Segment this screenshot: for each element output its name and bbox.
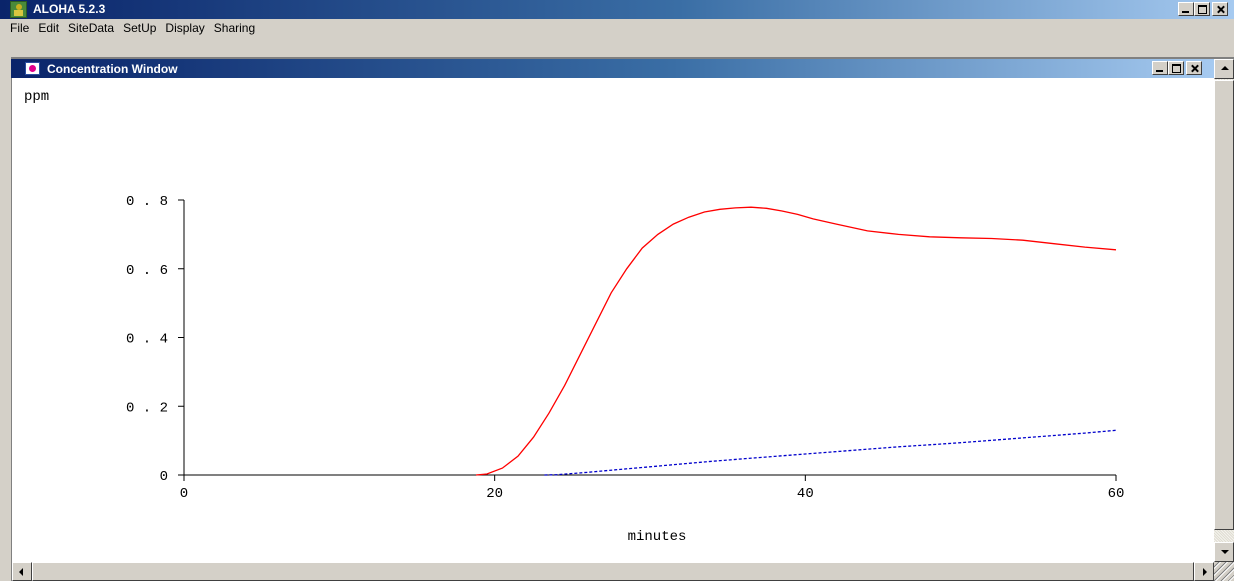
close-icon [1213,3,1227,15]
menu-sharing[interactable]: Sharing [213,21,256,35]
series-line-1 [544,429,1117,476]
scroll-left-button[interactable] [12,562,32,581]
menu-sitedata[interactable]: SiteData [68,21,115,35]
maximize-icon [1169,62,1183,74]
app-window-controls [1178,2,1228,17]
aloha-app-icon[interactable] [10,1,27,18]
y-tick-label: 0 . 4 [126,332,168,348]
y-tick-label: 0 . 2 [126,400,168,416]
y-axis-label: ppm [24,89,49,105]
child-close-button[interactable] [1186,61,1202,75]
app-minimize-button[interactable] [1178,2,1194,16]
scroll-down-button[interactable] [1214,542,1234,562]
concentration-window-title-bar[interactable]: Concentration Window [11,59,1214,78]
horizontal-scroll-thumb[interactable] [32,562,1194,581]
app-close-button[interactable] [1212,2,1228,16]
vertical-scrollbar[interactable] [1214,59,1234,562]
concentration-plot: ppm minutes 0 0 . 2 0 . 4 0 . 6 0 . 8 0 20 40 60 [12,78,1213,562]
y-tick-label: 0 [160,469,168,485]
arrow-down-icon [1221,550,1229,554]
close-icon [1187,62,1201,74]
series-line-0 [475,206,1117,476]
child-window-border [11,57,1234,59]
menu-file[interactable]: File [10,21,30,35]
menu-edit[interactable]: Edit [38,21,60,35]
minimize-icon [1179,3,1193,15]
app-maximize-button[interactable] [1194,2,1210,16]
x-tick-label: 60 [1108,486,1125,502]
scroll-up-button[interactable] [1214,59,1234,79]
arrow-right-icon [1203,568,1207,576]
concentration-window-title: Concentration Window [47,62,178,76]
horizontal-scrollbar[interactable] [12,562,1214,581]
x-axis-label: minutes [628,529,687,545]
menu-setup[interactable]: SetUp [123,21,157,35]
x-tick-label: 20 [486,486,503,502]
x-tick-label: 0 [180,486,188,502]
concentration-window-icon[interactable] [25,62,40,75]
resize-grip[interactable] [1214,562,1234,581]
child-window-controls [1152,61,1202,76]
y-tick-label: 0 . 8 [126,194,168,210]
app-title-bar[interactable]: ALOHA 5.2.3 [0,0,1234,19]
menu-bar: File Edit SiteData SetUp Display Sharing [0,19,1234,38]
vertical-scroll-thumb[interactable] [1214,80,1234,530]
concentration-chart: ppm minutes 0 0 . 2 0 . 4 0 . 6 0 . 8 0 20 40 60 [24,89,1125,545]
arrow-up-icon [1221,66,1229,70]
child-minimize-button[interactable] [1152,61,1168,75]
x-tick-label: 40 [797,486,814,502]
minimize-icon [1153,62,1167,74]
scroll-right-button[interactable] [1194,562,1214,581]
menu-display[interactable]: Display [165,21,205,35]
maximize-icon [1195,3,1209,15]
child-maximize-button[interactable] [1168,61,1184,75]
app-title: ALOHA 5.2.3 [33,2,106,16]
arrow-left-icon [19,568,23,576]
y-tick-label: 0 . 6 [126,263,168,279]
